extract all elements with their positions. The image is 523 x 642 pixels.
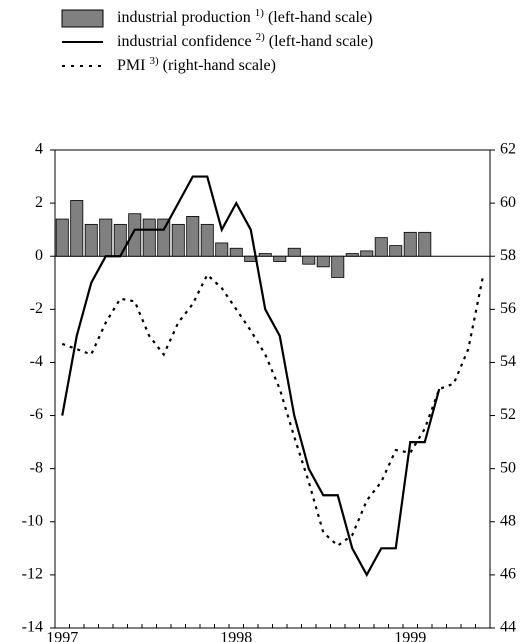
y2-tick-label: 54 bbox=[500, 353, 516, 370]
bar bbox=[345, 253, 359, 257]
bar bbox=[157, 218, 171, 257]
y-tick-label: 0 bbox=[35, 247, 43, 264]
legend-scale: (left-hand scale) bbox=[268, 9, 372, 26]
bar bbox=[331, 255, 345, 278]
legend-scale: (right-hand scale) bbox=[163, 57, 276, 74]
legend-note: 2) bbox=[256, 31, 266, 43]
bar bbox=[186, 215, 200, 257]
bar bbox=[374, 237, 388, 257]
bar bbox=[302, 255, 316, 265]
y2-tick-label: 62 bbox=[500, 141, 516, 158]
x-tick-label: 1998 bbox=[220, 630, 252, 642]
bar bbox=[215, 242, 229, 257]
y-tick-label: 4 bbox=[35, 141, 43, 158]
bar bbox=[142, 218, 156, 257]
y-tick-label: -4 bbox=[30, 353, 43, 370]
y-tick-label: -12 bbox=[22, 566, 43, 583]
bar bbox=[113, 223, 127, 257]
confidence-line bbox=[61, 175, 441, 578]
y2-tick-label: 52 bbox=[500, 406, 516, 423]
x-tick-label: 1999 bbox=[394, 630, 426, 642]
y2-tick-label: 44 bbox=[500, 619, 516, 636]
bar bbox=[418, 231, 432, 257]
bar bbox=[70, 200, 84, 257]
legend-name: PMI bbox=[117, 57, 145, 74]
bar bbox=[403, 231, 417, 257]
y2-tick-label: 60 bbox=[500, 194, 516, 211]
bar bbox=[128, 213, 142, 257]
bar bbox=[99, 218, 113, 257]
legend-note: 1) bbox=[255, 7, 265, 19]
bar bbox=[316, 255, 330, 268]
y-tick-label: 2 bbox=[35, 194, 43, 211]
y2-tick-label: 58 bbox=[500, 247, 516, 264]
legend-label: industrial production 1) (left-hand scale… bbox=[117, 7, 372, 26]
y-tick-label: -8 bbox=[30, 459, 43, 476]
bar bbox=[389, 245, 403, 257]
legend-name: industrial confidence bbox=[117, 33, 252, 50]
bar bbox=[171, 223, 185, 257]
bar bbox=[273, 255, 287, 262]
bar bbox=[55, 218, 69, 257]
legend-note: 3) bbox=[149, 55, 159, 67]
pmi-line bbox=[61, 273, 484, 548]
legend-label: industrial confidence 2) (left-hand scale… bbox=[117, 31, 373, 50]
bar bbox=[200, 223, 214, 257]
legend-name: industrial production bbox=[117, 9, 251, 26]
x-tick-label: 1997 bbox=[46, 630, 78, 642]
y-tick-label: -2 bbox=[30, 300, 43, 317]
plot-frame bbox=[54, 149, 491, 629]
y-tick-label: -14 bbox=[22, 619, 43, 636]
legend-scale: (left-hand scale) bbox=[269, 33, 373, 50]
bar bbox=[360, 250, 374, 257]
y2-tick-label: 48 bbox=[500, 512, 516, 529]
y-tick-label: -10 bbox=[22, 512, 43, 529]
bar bbox=[258, 253, 272, 257]
y2-tick-label: 50 bbox=[500, 459, 516, 476]
legend-label: PMI 3) (right-hand scale) bbox=[117, 55, 276, 74]
bar bbox=[287, 247, 301, 257]
bar bbox=[84, 223, 98, 257]
legend-swatch bbox=[61, 9, 104, 28]
y-tick-label: -6 bbox=[30, 406, 43, 423]
y2-tick-label: 56 bbox=[500, 300, 516, 317]
y2-tick-label: 46 bbox=[500, 566, 516, 583]
bar bbox=[229, 247, 243, 257]
